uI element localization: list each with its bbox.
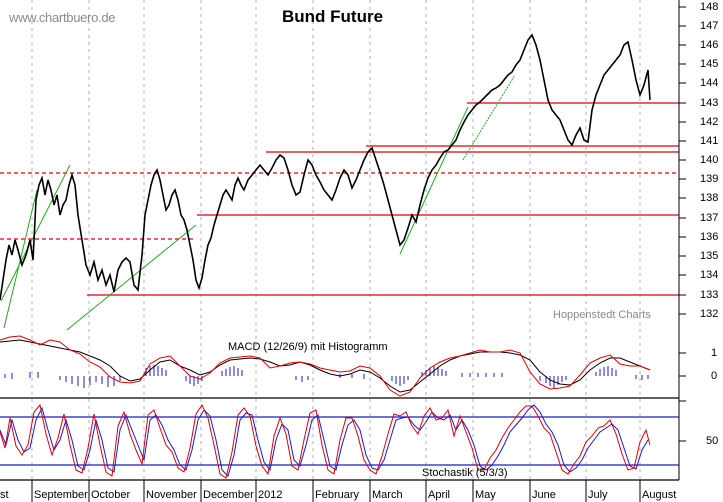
y-tick: 139 bbox=[700, 173, 719, 185]
x-axis-ticks bbox=[31, 480, 641, 502]
y-tick: 145 bbox=[700, 58, 719, 70]
y-tick: 134 bbox=[700, 269, 719, 281]
y-tick: 138 bbox=[700, 192, 719, 204]
x-label: June bbox=[532, 489, 556, 501]
watermark: www.chartbuero.de bbox=[9, 10, 116, 25]
y-tick: 147 bbox=[700, 20, 719, 32]
x-label: November bbox=[146, 489, 197, 501]
y-tick: 146 bbox=[700, 39, 719, 51]
y-tick: 148 bbox=[700, 1, 719, 13]
y-tick: 142 bbox=[700, 116, 719, 128]
x-label: March bbox=[372, 489, 403, 501]
macd-signal-line bbox=[0, 339, 651, 393]
stoch-tick: 50 bbox=[706, 435, 719, 447]
chart-credit: Hoppenstedt Charts bbox=[553, 309, 651, 321]
stoch-d-line bbox=[0, 404, 649, 477]
macd-tick: 0 bbox=[711, 370, 718, 382]
x-label: September bbox=[34, 489, 88, 501]
x-label: December bbox=[203, 489, 254, 501]
x-label: August bbox=[642, 489, 677, 501]
y-tick: 133 bbox=[700, 289, 719, 301]
y-tick: 141 bbox=[700, 135, 719, 147]
x-label: May bbox=[475, 489, 496, 501]
y-tick: 136 bbox=[700, 231, 719, 243]
grid-lines bbox=[31, 0, 641, 480]
y-axis bbox=[678, 0, 686, 480]
y-tick: 144 bbox=[700, 77, 719, 89]
x-label: July bbox=[588, 489, 608, 501]
y-tick: 140 bbox=[700, 154, 719, 166]
x-label: 2012 bbox=[258, 489, 283, 501]
x-label: October bbox=[91, 489, 131, 501]
macd-tick: 1 bbox=[711, 347, 718, 359]
y-tick: 135 bbox=[700, 250, 719, 262]
x-label: April bbox=[428, 489, 451, 501]
support-resistance-lines bbox=[0, 102, 679, 296]
stoch-label: Stochastik (5/3/3) bbox=[422, 467, 508, 479]
y-tick: 132 bbox=[700, 308, 719, 320]
price-candles bbox=[0, 33, 651, 301]
chart-title: Bund Future bbox=[282, 7, 384, 26]
y-tick: 137 bbox=[700, 212, 719, 224]
trendlines bbox=[0, 74, 516, 331]
x-label: st bbox=[0, 489, 9, 501]
stoch-k-line bbox=[0, 403, 651, 479]
macd-label: MACD (12/26/9) mit Histogramm bbox=[228, 341, 388, 353]
y-tick: 143 bbox=[700, 97, 719, 109]
x-label: February bbox=[315, 489, 360, 501]
macd-line bbox=[0, 335, 651, 397]
macd-histogram bbox=[4, 365, 649, 388]
